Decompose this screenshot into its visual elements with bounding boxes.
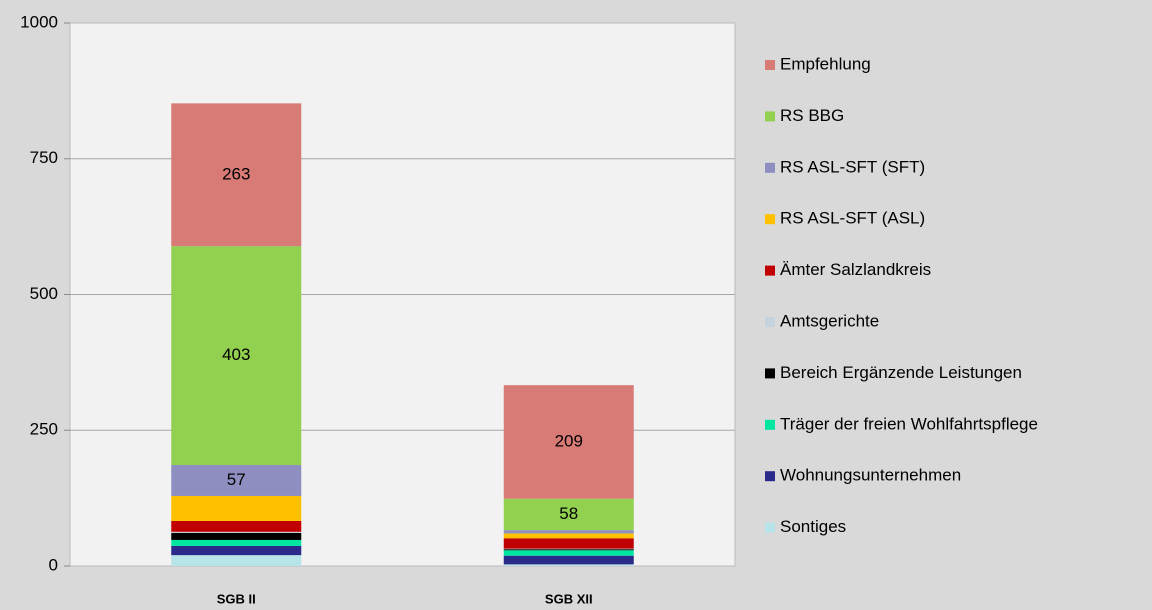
legend-label: Ämter Salzlandkreis: [780, 260, 931, 279]
bar-segment: [503, 564, 634, 566]
legend-label: Sontiges: [780, 517, 846, 536]
legend-label: RS ASL-SFT (ASL): [780, 209, 925, 228]
legend-swatch: [765, 368, 775, 379]
legend-swatch: [765, 522, 775, 533]
y-tick-label: 750: [30, 148, 58, 167]
legend-swatch: [765, 111, 775, 122]
bar-segment: [503, 385, 634, 499]
bar-segment: [171, 103, 302, 247]
bar-segment: [171, 555, 302, 566]
bar-segment: [171, 465, 302, 496]
legend-swatch: [765, 60, 775, 70]
legend-label: RS BBG: [780, 106, 844, 125]
bar-segment: [503, 550, 634, 556]
bar-segment: [171, 246, 302, 466]
bar-segment: [503, 530, 634, 534]
legend-swatch: [765, 471, 775, 482]
legend-swatch: [765, 317, 775, 327]
y-tick-label: 0: [49, 555, 58, 574]
data-label: 403: [222, 345, 250, 364]
legend-swatch: [765, 265, 775, 276]
bar-segment: [171, 495, 302, 521]
data-label: 57: [227, 470, 246, 489]
y-tick-label: 500: [30, 284, 58, 303]
legend-label: RS ASL-SFT (SFT): [780, 157, 925, 176]
legend-label: Bereich Ergänzende Leistungen: [780, 363, 1022, 382]
legend-label: Amtsgerichte: [780, 311, 879, 330]
bar-segment: [171, 531, 302, 533]
bar-segment: [171, 520, 302, 532]
y-tick-label: 1000: [20, 12, 58, 31]
legend-swatch: [765, 162, 775, 173]
data-label: 58: [559, 504, 578, 523]
x-tick-label: SGB II: [217, 591, 256, 606]
legend-swatch: [765, 214, 775, 225]
bar-segment: [503, 555, 634, 565]
legend-label: Wohnungsunternehmen: [780, 466, 961, 485]
bar-segment: [171, 545, 302, 556]
data-label: 263: [222, 164, 250, 183]
legend-label: Empfehlung: [780, 54, 871, 73]
bar-segment: [503, 533, 634, 539]
data-label: 209: [555, 431, 583, 450]
bar-segment: [171, 539, 302, 546]
x-tick-label: SGB XII: [545, 591, 593, 606]
y-tick-label: 250: [30, 420, 58, 439]
bar-segment: [503, 548, 634, 550]
legend-label: Träger der freien Wohlfahrtspflege: [780, 414, 1038, 433]
bar-segment: [503, 549, 634, 551]
legend-swatch: [765, 419, 775, 430]
bar-segment: [171, 532, 302, 540]
bar-segment: [503, 498, 634, 531]
bar-segment: [503, 538, 634, 549]
